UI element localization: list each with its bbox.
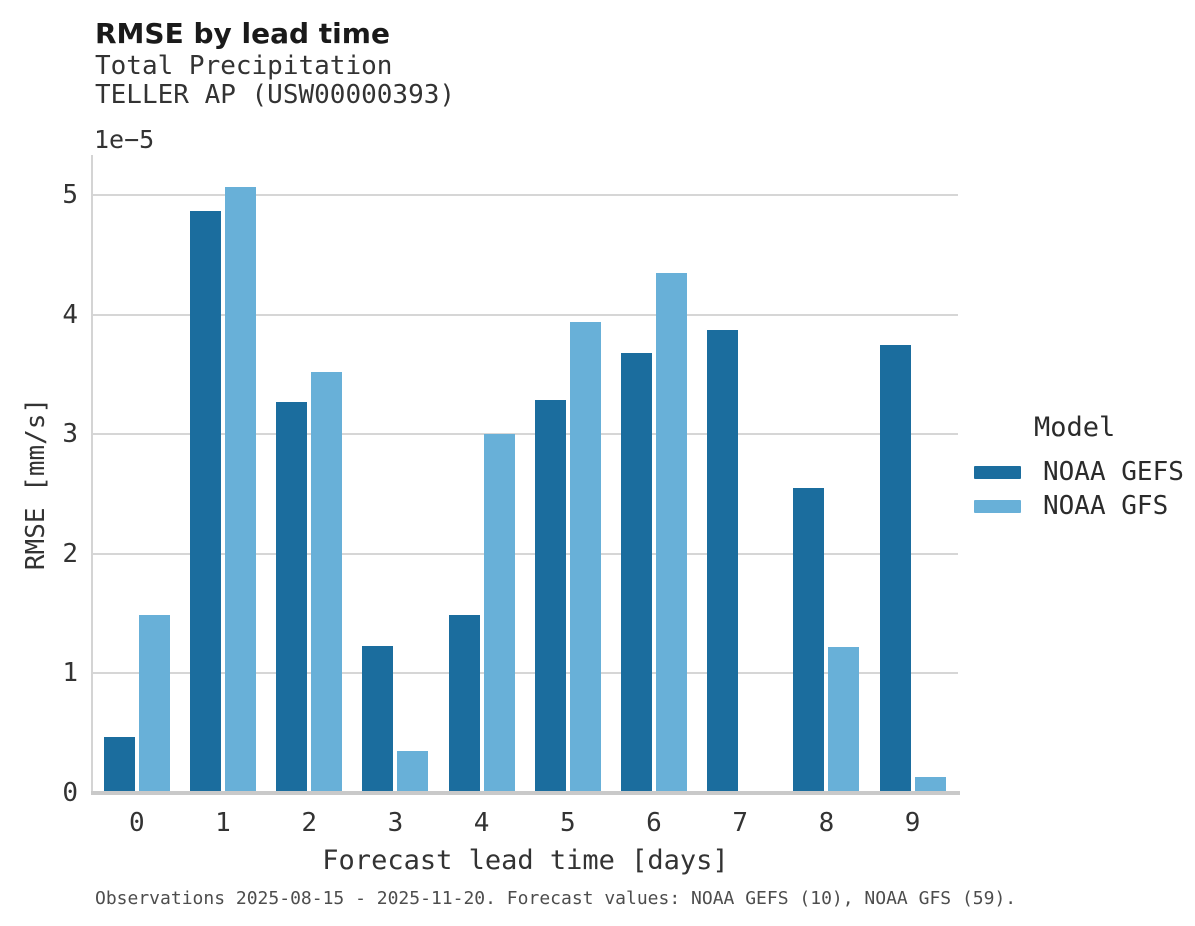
y-tick-label-0: 0 [62, 778, 78, 808]
y-tick-label-2: 2 [62, 538, 78, 569]
legend-item-noaa-gfs: NOAA GFS [974, 489, 1184, 523]
x-tick-label-3: 3 [387, 808, 404, 838]
bar-noaa-gfs-lead-9 [914, 777, 946, 793]
legend-swatch-noaa-gfs [974, 499, 1021, 513]
caption: Observations 2025-08-15 - 2025-11-20. Fo… [95, 888, 1017, 909]
bar-noaa-gfs-lead-2 [311, 372, 343, 793]
bar-noaa-gefs-lead-8 [793, 488, 825, 793]
legend-item-noaa-gefs: NOAA GEFS [974, 455, 1184, 489]
gridline-1 [93, 672, 958, 675]
bar-noaa-gefs-lead-0 [103, 736, 135, 793]
legend-label-noaa-gefs: NOAA GEFS [1043, 457, 1184, 487]
bar-noaa-gefs-lead-7 [707, 330, 739, 793]
x-tick-label-2: 2 [301, 808, 318, 838]
x-tick-label-1: 1 [215, 808, 231, 838]
legend-label-noaa-gfs: NOAA GFS [1043, 491, 1169, 521]
bar-noaa-gfs-lead-8 [828, 647, 860, 793]
y-axis-offset-label: 1e−5 [94, 125, 155, 154]
bar-noaa-gefs-lead-6 [621, 352, 652, 793]
bar-noaa-gefs-lead-5 [534, 399, 566, 793]
x-tick-label-5: 5 [559, 808, 576, 838]
bar-noaa-gfs-lead-3 [397, 751, 429, 793]
gridline-3 [93, 433, 958, 436]
x-tick-label-4: 4 [473, 808, 490, 838]
chart-subtitle-line2: TELLER AP (USW00000393) [95, 80, 456, 110]
y-axis-spine [91, 155, 93, 795]
bar-noaa-gefs-lead-9 [879, 344, 911, 793]
x-axis-label: Forecast lead time [days] [322, 845, 729, 876]
x-tick-label-0: 0 [128, 808, 145, 838]
gridline-5 [93, 194, 958, 196]
x-tick-label-7: 7 [732, 808, 749, 838]
legend-title: Model [1034, 412, 1116, 443]
bar-noaa-gfs-lead-6 [656, 272, 687, 793]
chart-subtitle-line1: Total Precipitation [95, 51, 393, 81]
bar-noaa-gfs-lead-0 [138, 614, 170, 793]
bar-noaa-gefs-lead-3 [362, 645, 394, 793]
bar-noaa-gefs-lead-4 [448, 614, 480, 793]
bar-noaa-gfs-lead-5 [569, 321, 601, 793]
x-axis-line [91, 791, 960, 795]
bar-noaa-gfs-lead-4 [483, 434, 515, 793]
x-tick-label-6: 6 [646, 808, 662, 838]
bar-noaa-gfs-lead-1 [225, 186, 256, 793]
x-tick-label-9: 9 [904, 808, 921, 838]
gridline-2 [93, 552, 958, 555]
bar-noaa-gefs-lead-1 [190, 210, 221, 793]
y-tick-label-4: 4 [62, 299, 78, 330]
chart-title: RMSE by lead time [95, 17, 390, 50]
legend-swatch-noaa-gefs [974, 465, 1021, 479]
bar-noaa-gefs-lead-2 [276, 401, 308, 793]
y-tick-label-3: 3 [62, 419, 78, 450]
gridline-4 [93, 313, 958, 316]
y-tick-label-1: 1 [62, 658, 78, 689]
legend: Model NOAA GEFS NOAA GFS [974, 412, 1184, 523]
x-tick-label-8: 8 [818, 808, 835, 838]
y-tick-label-5: 5 [62, 180, 78, 210]
